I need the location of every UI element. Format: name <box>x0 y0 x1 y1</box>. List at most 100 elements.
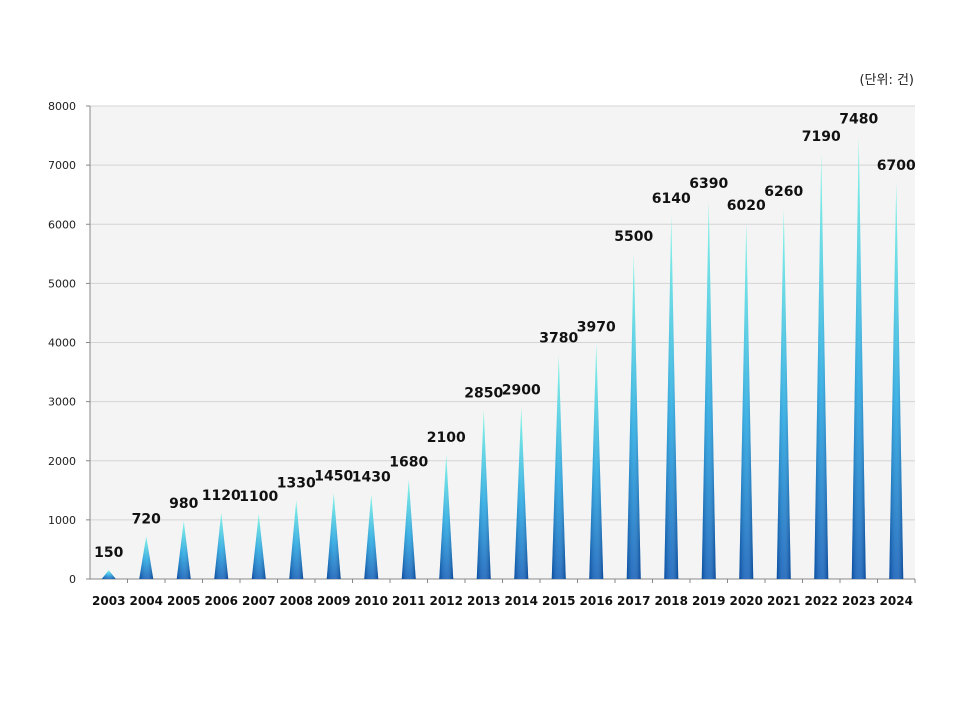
bar <box>439 454 454 579</box>
data-label: 1330 <box>277 475 316 491</box>
x-axis-ticks: 2003 2004 2005 2006 2007 2008 2009 2010 2011 2012… <box>92 579 916 608</box>
x-tick-label: 2005 <box>167 594 200 608</box>
x-tick-label: 2011 <box>392 594 425 608</box>
x-tick-label: 2023 <box>842 594 875 608</box>
data-label: 150 <box>94 545 123 561</box>
bar-shade <box>551 355 566 579</box>
bar <box>289 500 304 579</box>
bar-shade <box>889 182 904 580</box>
bar <box>101 570 116 579</box>
x-tick-label: 2007 <box>242 594 275 608</box>
bar-shade <box>589 344 604 579</box>
y-tick-label: 8000 <box>48 100 76 113</box>
bar-shade <box>364 494 379 579</box>
bar <box>551 355 566 579</box>
bar <box>401 479 416 579</box>
bar <box>664 215 679 579</box>
bar <box>251 513 266 579</box>
bar <box>214 512 229 579</box>
y-tick-label: 5000 <box>48 277 76 290</box>
x-tick-label: 2004 <box>130 594 163 608</box>
data-label: 6390 <box>689 176 728 192</box>
y-tick-label: 7000 <box>48 159 76 172</box>
bar <box>814 153 829 580</box>
data-label: 6700 <box>877 158 916 174</box>
data-label: 2900 <box>502 383 541 399</box>
y-axis-ticks: 0 1000 2000 3000 4000 5000 6000 7000 8000 <box>48 100 90 586</box>
data-label: 3970 <box>577 319 616 335</box>
x-tick-label: 2013 <box>467 594 500 608</box>
bar-shade <box>251 513 266 579</box>
y-tick-label: 4000 <box>48 337 76 350</box>
data-label: 6140 <box>652 191 691 207</box>
bar-shade <box>739 223 754 579</box>
x-tick-label: 2022 <box>805 594 838 608</box>
bar <box>476 410 491 579</box>
bar <box>889 182 904 580</box>
data-label: 6260 <box>764 184 803 200</box>
gridlines <box>90 105 915 521</box>
y-tick-label: 0 <box>69 573 76 586</box>
bar-shade <box>664 215 679 579</box>
bar <box>626 253 641 579</box>
bar-shade <box>814 153 829 580</box>
data-label: 1430 <box>352 469 391 485</box>
x-tick-label: 2015 <box>542 594 575 608</box>
x-tick-label: 2017 <box>617 594 650 608</box>
x-tick-label: 2009 <box>317 594 350 608</box>
x-tick-label: 2024 <box>880 594 913 608</box>
data-label: 1100 <box>239 489 278 505</box>
data-label: 2100 <box>427 430 466 446</box>
bar <box>739 223 754 579</box>
bar-shade <box>851 136 866 579</box>
bar-shade <box>139 536 154 579</box>
bar-shade <box>514 407 529 579</box>
x-tick-label: 2008 <box>280 594 313 608</box>
data-label: 720 <box>132 511 161 527</box>
bar-shade <box>626 253 641 579</box>
bar-shade <box>214 512 229 579</box>
bar <box>364 494 379 579</box>
bar-shade <box>439 454 454 579</box>
x-tick-label: 2006 <box>205 594 238 608</box>
bar-shade <box>401 479 416 579</box>
bar <box>589 344 604 579</box>
data-label: 1450 <box>314 468 353 484</box>
bar-shade <box>776 208 791 579</box>
data-label: 2850 <box>464 385 503 401</box>
bar <box>176 521 191 579</box>
x-tick-label: 2020 <box>730 594 763 608</box>
data-label: 1120 <box>202 488 241 504</box>
y-tick-label: 6000 <box>48 218 76 231</box>
y-tick-label: 2000 <box>48 455 76 468</box>
y-tick-label: 1000 <box>48 514 76 527</box>
x-tick-label: 2019 <box>692 594 725 608</box>
bar <box>851 136 866 579</box>
x-tick-label: 2018 <box>655 594 688 608</box>
bar-shade <box>101 570 116 579</box>
unit-label: (단위: 건) <box>859 73 914 88</box>
bar <box>326 493 341 579</box>
bars <box>101 136 904 580</box>
bar-shade <box>701 201 716 579</box>
bar <box>776 208 791 579</box>
bar-shade <box>289 500 304 579</box>
x-tick-label: 2003 <box>92 594 125 608</box>
y-tick-label: 3000 <box>48 396 76 409</box>
x-tick-label: 2010 <box>355 594 388 608</box>
x-tick-label: 2012 <box>430 594 463 608</box>
x-tick-label: 2016 <box>580 594 613 608</box>
data-label: 980 <box>169 496 198 512</box>
bar <box>139 536 154 579</box>
x-tick-label: 2014 <box>505 594 538 608</box>
data-label: 5500 <box>614 229 653 245</box>
bar <box>514 407 529 579</box>
x-tick-label: 2021 <box>767 594 800 608</box>
bar-shade <box>326 493 341 579</box>
data-label: 7190 <box>802 129 841 145</box>
bar-shade <box>476 410 491 579</box>
data-label: 6020 <box>727 198 766 214</box>
bar-shade <box>176 521 191 579</box>
